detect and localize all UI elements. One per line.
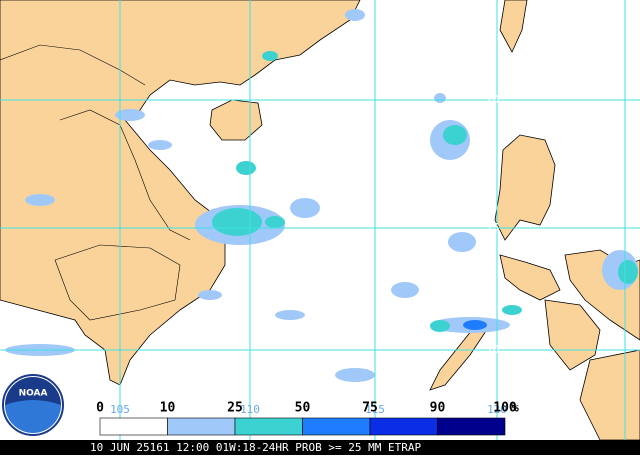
footer-bar — [0, 440, 640, 455]
legend-swatch — [99, 417, 168, 436]
legend-swatch — [167, 417, 236, 436]
legend-swatch — [437, 417, 506, 436]
noaa-logo: NOAA — [2, 374, 64, 436]
legend-label: 90 — [430, 401, 446, 416]
lon-label: 105 — [110, 403, 130, 416]
footer-text: 10 JUN 25161 12:00 01W:18-24HR PROB >= 2… — [90, 441, 422, 454]
logo-text: NOAA — [19, 389, 48, 399]
lat-label: 20 — [486, 93, 499, 106]
borders — [0, 44, 191, 321]
legend-swatch — [302, 417, 371, 436]
lon-label: 120 — [487, 403, 507, 416]
lon-label: 110 — [240, 403, 260, 416]
precip-areas — [5, 9, 638, 382]
lat-label: 10 — [486, 343, 499, 356]
legend-label: 0 — [96, 401, 104, 416]
legend-label: 25 — [227, 401, 243, 416]
lat-label: 15 — [486, 221, 499, 234]
legend-swatch — [234, 417, 303, 436]
legend-label: 75 — [362, 401, 378, 416]
graticule — [0, 0, 640, 440]
lon-label: 115 — [365, 403, 385, 416]
legend-swatch — [369, 417, 438, 436]
lat-labels: 20 15 10 — [486, 93, 499, 356]
legend: 0 10 25 50 75 90 100% — [96, 401, 519, 436]
lon-labels: 105 110 115 120 — [110, 403, 507, 416]
legend-label: 50 — [295, 401, 311, 416]
legend-unit: % — [511, 401, 519, 416]
land — [0, 0, 640, 441]
legend-label: 10 — [160, 401, 176, 416]
legend-label: 100 — [493, 401, 517, 416]
